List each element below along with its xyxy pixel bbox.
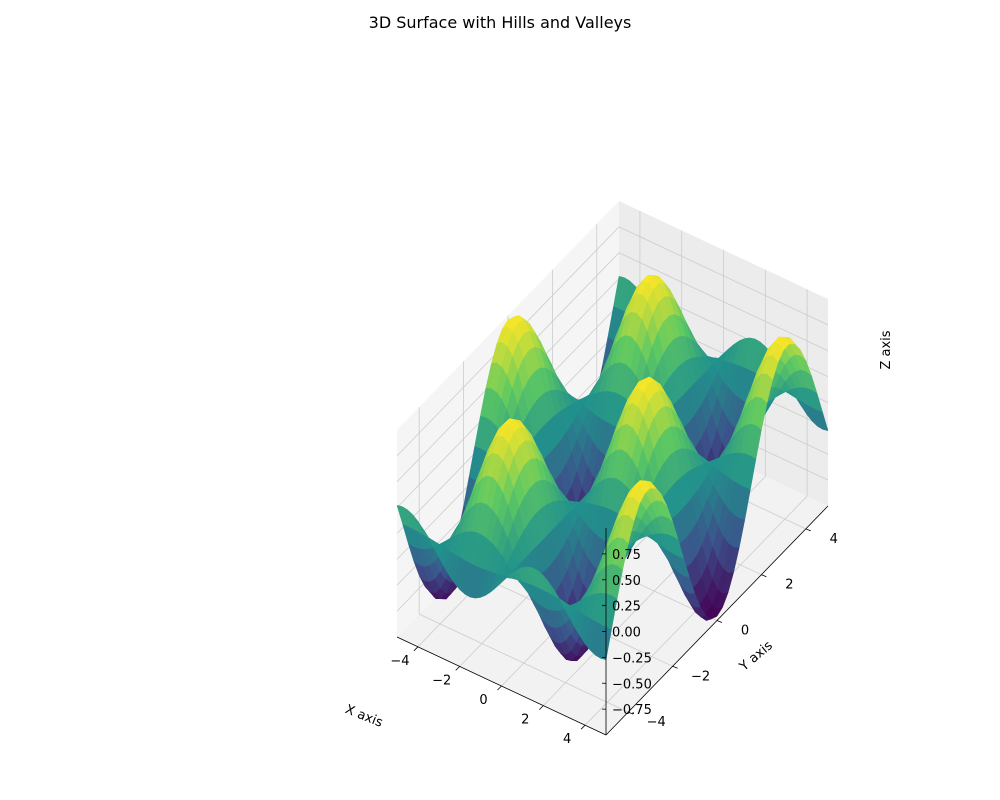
z-tick-label: −0.50 bbox=[612, 677, 652, 692]
x-tick-label: −2 bbox=[432, 673, 451, 688]
y-tick-mark bbox=[672, 665, 678, 669]
x-tick-label: 2 bbox=[521, 713, 529, 728]
y-tick-mark bbox=[716, 620, 723, 623]
y-tick-mark bbox=[805, 528, 811, 532]
y-tick-mark bbox=[628, 711, 634, 715]
z-axis-label: Z axis bbox=[879, 330, 894, 369]
z-tick-label: −0.25 bbox=[612, 651, 652, 666]
y-tick-label: −2 bbox=[691, 669, 710, 684]
x-tick-mark bbox=[497, 685, 502, 691]
z-tick-label: −0.75 bbox=[612, 703, 652, 718]
x-tick-label: 4 bbox=[563, 732, 571, 747]
z-tick-label: 0.00 bbox=[612, 626, 641, 641]
chart-title: 3D Surface with Hills and Valleys bbox=[369, 13, 632, 32]
y-tick-label: −4 bbox=[647, 715, 666, 730]
x-axis-label: X axis bbox=[343, 702, 385, 731]
x-tick-mark bbox=[580, 724, 586, 730]
grid-line-y-floor bbox=[419, 613, 629, 713]
axis-ticks: −4 −2 0 2 4 −4 −2 0 2 4 −0.75 −0.50 −0.25 0.00 0.25 0.5… bbox=[390, 528, 838, 747]
y-tick-label: 4 bbox=[830, 532, 838, 547]
surface-mesh bbox=[396, 274, 829, 662]
z-tick-label: 0.50 bbox=[612, 574, 641, 589]
x-tick-mark bbox=[455, 666, 460, 671]
y-axis-label: Y axis bbox=[736, 638, 776, 675]
x-tick-mark bbox=[413, 646, 419, 652]
z-tick-label: 0.25 bbox=[612, 600, 641, 615]
y-tick-label: 2 bbox=[785, 578, 793, 593]
x-tick-label: −4 bbox=[390, 654, 409, 669]
x-tick-mark bbox=[539, 705, 544, 710]
z-tick-label: 0.75 bbox=[612, 548, 641, 563]
y-tick-mark bbox=[761, 574, 767, 578]
x-tick-label: 0 bbox=[479, 693, 487, 708]
grid-line-z-back bbox=[618, 226, 829, 326]
y-tick-label: 0 bbox=[741, 624, 749, 639]
grid-line-z-back bbox=[618, 252, 829, 352]
